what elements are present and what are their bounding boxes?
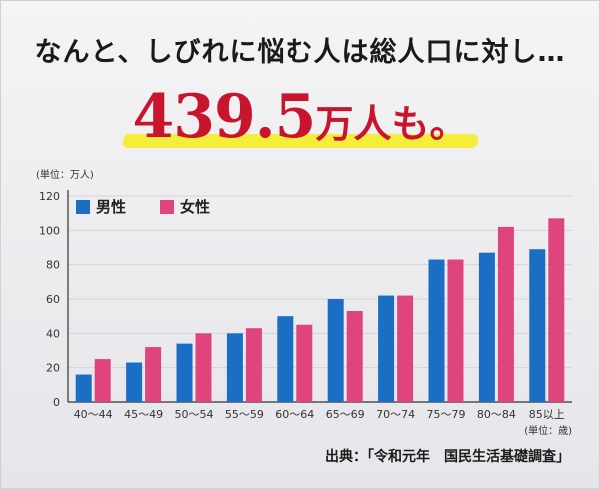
y-tick-label: 20 <box>46 362 60 375</box>
x-tick-label: 40～44 <box>74 408 113 421</box>
legend-female-swatch <box>160 200 174 214</box>
bar-male <box>428 259 445 402</box>
headline: なんと、しびれに悩む人は総人口に対し… <box>34 37 566 68</box>
bar-female <box>296 324 313 402</box>
bar-female <box>245 328 262 402</box>
bar-female <box>497 226 514 402</box>
y-tick-label: 0 <box>53 396 60 409</box>
big-figure: 439.5万人も。 <box>0 82 600 152</box>
big-unit: 万人も。 <box>315 101 468 146</box>
bar-male <box>378 295 395 402</box>
y-tick-label: 120 <box>39 190 60 203</box>
y-tick-label: 60 <box>46 293 60 306</box>
y-unit-label: (単位：万人) <box>36 168 94 181</box>
bar-female <box>195 333 212 402</box>
bar-male <box>277 316 294 402</box>
x-tick-label: 50～54 <box>175 408 214 421</box>
bar-male <box>176 343 193 402</box>
legend-male-label: 男性 <box>96 198 126 216</box>
bar-male <box>126 362 143 402</box>
bar-female <box>145 347 162 402</box>
bar-female <box>447 259 464 402</box>
x-tick-label: 85以上 <box>529 408 565 421</box>
bar-male <box>75 374 92 402</box>
x-tick-label: 75～79 <box>427 408 466 421</box>
x-tick-label: 70～74 <box>376 408 415 421</box>
y-tick-label: 80 <box>46 259 60 272</box>
bar-female <box>94 359 111 402</box>
big-value: 439.5 <box>132 82 317 152</box>
bar-female <box>397 295 414 402</box>
x-tick-label: 60～64 <box>275 408 314 421</box>
bar-male <box>226 333 243 402</box>
bar-male <box>327 299 344 402</box>
x-tick-label: 55～59 <box>225 408 264 421</box>
x-tick-label: 65～69 <box>326 408 365 421</box>
y-tick-label: 100 <box>39 224 60 237</box>
x-tick-label: 80～84 <box>477 408 516 421</box>
legend-male-swatch <box>76 200 90 214</box>
y-tick-label: 40 <box>46 327 60 340</box>
source-note: 出典：「令和元年 国民生活基礎調査」 <box>325 449 570 465</box>
legend-female-label: 女性 <box>180 198 210 216</box>
x-tick-label: 45～49 <box>124 408 163 421</box>
big-figure-wrap: 439.5万人も。 <box>121 82 479 152</box>
bar-male <box>478 252 495 402</box>
bar-male <box>529 249 546 402</box>
x-unit-label: (単位：歳) <box>524 424 572 437</box>
bar-female <box>548 218 565 402</box>
bar-female <box>346 311 363 402</box>
